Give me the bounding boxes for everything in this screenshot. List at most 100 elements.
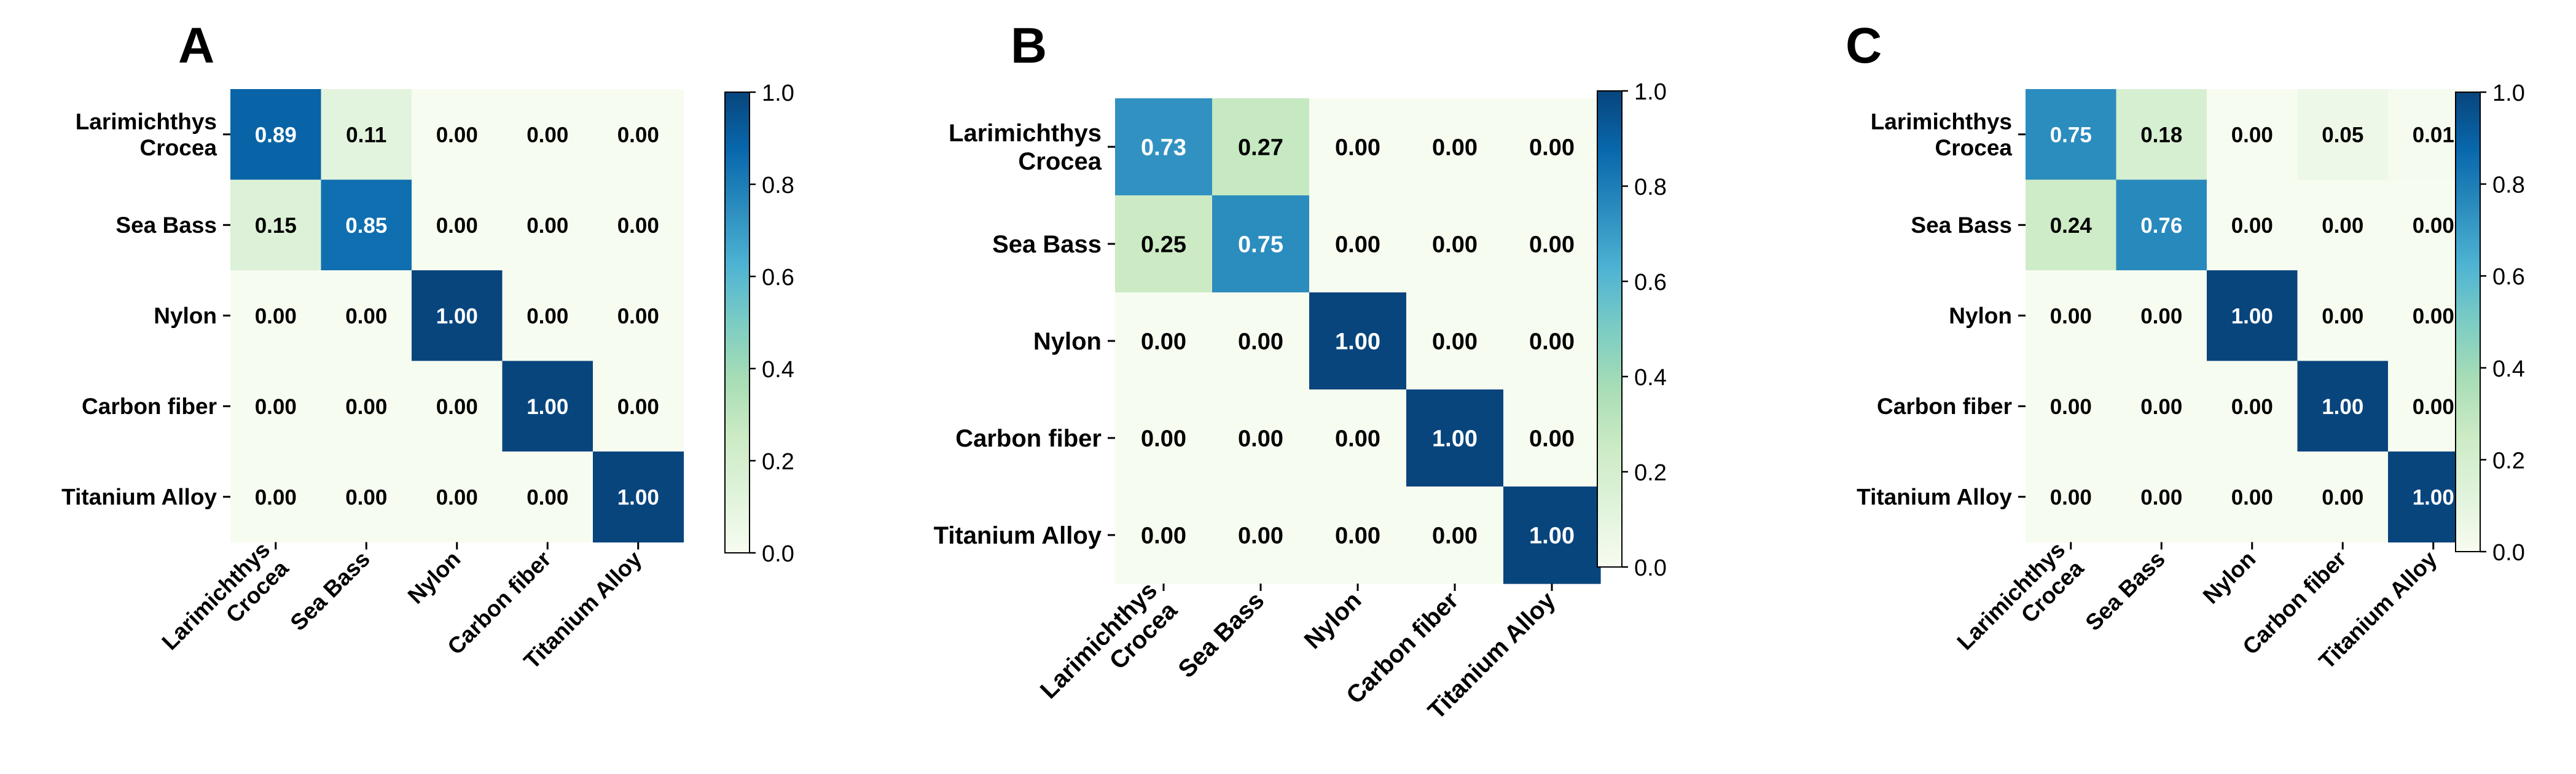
cell-value-label: 0.00 xyxy=(527,214,568,238)
y-tick-label: Nylon xyxy=(1949,303,2012,329)
heatmap-cell xyxy=(2297,361,2389,452)
cell-value-label: 0.00 xyxy=(1529,135,1575,161)
cell-value-label: 0.24 xyxy=(2050,214,2093,238)
y-tick-label-line: Nylon xyxy=(1033,328,1102,355)
heatmap-cell xyxy=(2297,270,2389,362)
heatmap-cell xyxy=(1309,389,1407,487)
cell-value-label: 0.18 xyxy=(2140,123,2182,147)
cell-value-label: 0.00 xyxy=(617,123,659,147)
heatmap-cell xyxy=(230,270,322,362)
cell-value-label: 1.00 xyxy=(1529,523,1575,549)
cell-value-label: 0.00 xyxy=(1529,329,1575,355)
heatmap-cell xyxy=(2207,179,2298,271)
cell-value-label: 0.00 xyxy=(255,304,297,328)
heatmap-cell xyxy=(2116,361,2207,452)
heatmap-cell xyxy=(1212,98,1310,196)
heatmap-cell xyxy=(1212,195,1310,293)
heatmap-cell xyxy=(1503,195,1601,293)
cell-value-label: 0.76 xyxy=(2140,214,2182,238)
heatmap-cell xyxy=(502,270,593,362)
cell-value-label: 0.00 xyxy=(1335,232,1380,258)
cell-value-label: 0.00 xyxy=(1141,329,1186,355)
y-tick-label-line: Sea Bass xyxy=(115,213,217,238)
cell-value-label: 0.75 xyxy=(2050,123,2092,147)
heatmap-cell xyxy=(2207,452,2298,543)
heatmap-panel-b: B 0.73 0.27 0.00 0.00 0.00 0.25 0.75 0.00 0.00 0.0… xyxy=(934,18,1667,725)
cell-value-label: 1.00 xyxy=(617,485,659,509)
cell-value-label: 1.00 xyxy=(436,304,478,328)
cell-value-label: 0.00 xyxy=(527,485,568,509)
cell-value-label: 0.00 xyxy=(1432,523,1478,549)
y-tick-label: Nylon xyxy=(154,303,217,329)
colorbar-tick-label: 0.8 xyxy=(1634,174,1667,200)
y-tick-label-line: Crocea xyxy=(140,135,217,160)
x-tick-label: Nylon xyxy=(403,546,466,609)
heatmap-cell xyxy=(2116,89,2207,181)
cell-value-label: 0.01 xyxy=(2413,123,2454,147)
heatmap-cell xyxy=(412,89,503,181)
x-tick-label: Sea Bass xyxy=(286,546,375,635)
heatmap-cell xyxy=(1503,389,1601,487)
cell-value-label: 0.85 xyxy=(345,214,387,238)
heatmap-cell xyxy=(230,89,322,181)
heatmap-cell xyxy=(1115,195,1213,293)
heatmap-cell xyxy=(502,452,593,543)
y-tick-label: Larimichthys Crocea xyxy=(1871,109,2013,160)
y-tick-label: Larimichthys Crocea xyxy=(76,109,217,160)
colorbar-tick-label: 1.0 xyxy=(2492,80,2525,106)
colorbar-tick-label: 0.0 xyxy=(2492,540,2525,566)
panel-label: A xyxy=(178,18,214,74)
heatmap-cell xyxy=(321,89,412,181)
y-tick-label-line: Crocea xyxy=(1018,148,1102,175)
heatmap-cell xyxy=(593,89,684,181)
y-tick-label-line: Carbon fiber xyxy=(955,425,1102,452)
y-tick-label-line: Larimichthys xyxy=(76,109,217,134)
y-tick-label: Titanium Alloy xyxy=(1857,485,2012,510)
heatmap-panel-a: A 0.89 0.11 0.00 0.00 0.00 0.15 0.85 0.00 0.00 0.0… xyxy=(61,18,794,674)
cell-value-label: 1.00 xyxy=(1335,329,1380,355)
cell-value-label: 0.89 xyxy=(255,123,297,147)
heatmap-cell xyxy=(230,179,322,271)
cell-value-label: 0.00 xyxy=(1141,426,1186,452)
heatmap-cell xyxy=(502,89,593,181)
cell-value-label: 0.00 xyxy=(255,395,297,419)
colorbar-tick-label: 0.4 xyxy=(762,357,794,383)
cell-value-label: 0.00 xyxy=(436,395,478,419)
colorbar xyxy=(2455,92,2481,552)
x-tick-label: Nylon xyxy=(1299,587,1367,654)
cell-value-label: 0.00 xyxy=(2140,304,2182,328)
y-tick-label-line: Titanium Alloy xyxy=(61,485,217,510)
cell-value-label: 0.00 xyxy=(2322,485,2363,509)
y-tick-label: Sea Bass xyxy=(115,213,217,238)
heatmap-cell xyxy=(2297,179,2389,271)
heatmap-cell xyxy=(1406,389,1504,487)
heatmap-cell xyxy=(1406,98,1504,196)
colorbar-tick-label: 0.0 xyxy=(762,541,794,567)
cell-value-label: 0.00 xyxy=(436,214,478,238)
colorbar-tick-label: 0.8 xyxy=(2492,173,2525,198)
heatmap-cell xyxy=(321,270,412,362)
y-tick-label-line: Titanium Alloy xyxy=(1857,485,2012,510)
heatmap-cell xyxy=(502,361,593,452)
panel-label: B xyxy=(1011,18,1047,74)
y-tick-label: Nylon xyxy=(1033,328,1102,355)
heatmap-cell xyxy=(2026,179,2117,271)
heatmap-cell xyxy=(412,270,503,362)
heatmap-cell xyxy=(1503,292,1601,390)
heatmap-cell xyxy=(321,452,412,543)
colorbar-tick-label: 0.6 xyxy=(762,265,794,291)
colorbar-tick-label: 0.8 xyxy=(762,173,794,198)
cell-value-label: 0.11 xyxy=(346,123,386,147)
y-tick-label-line: Carbon fiber xyxy=(1877,394,2012,419)
cell-value-label: 0.75 xyxy=(1238,232,1283,258)
colorbar-tick-label: 1.0 xyxy=(762,80,794,106)
cell-value-label: 0.73 xyxy=(1141,135,1186,161)
colorbar xyxy=(1597,90,1623,568)
cell-value-label: 0.00 xyxy=(617,304,659,328)
heatmap-cell xyxy=(2026,361,2117,452)
cell-value-label: 1.00 xyxy=(527,395,568,419)
y-tick-label: Sea Bass xyxy=(992,231,1102,258)
heatmap-cell xyxy=(1212,292,1310,390)
heatmap-cell xyxy=(593,361,684,452)
